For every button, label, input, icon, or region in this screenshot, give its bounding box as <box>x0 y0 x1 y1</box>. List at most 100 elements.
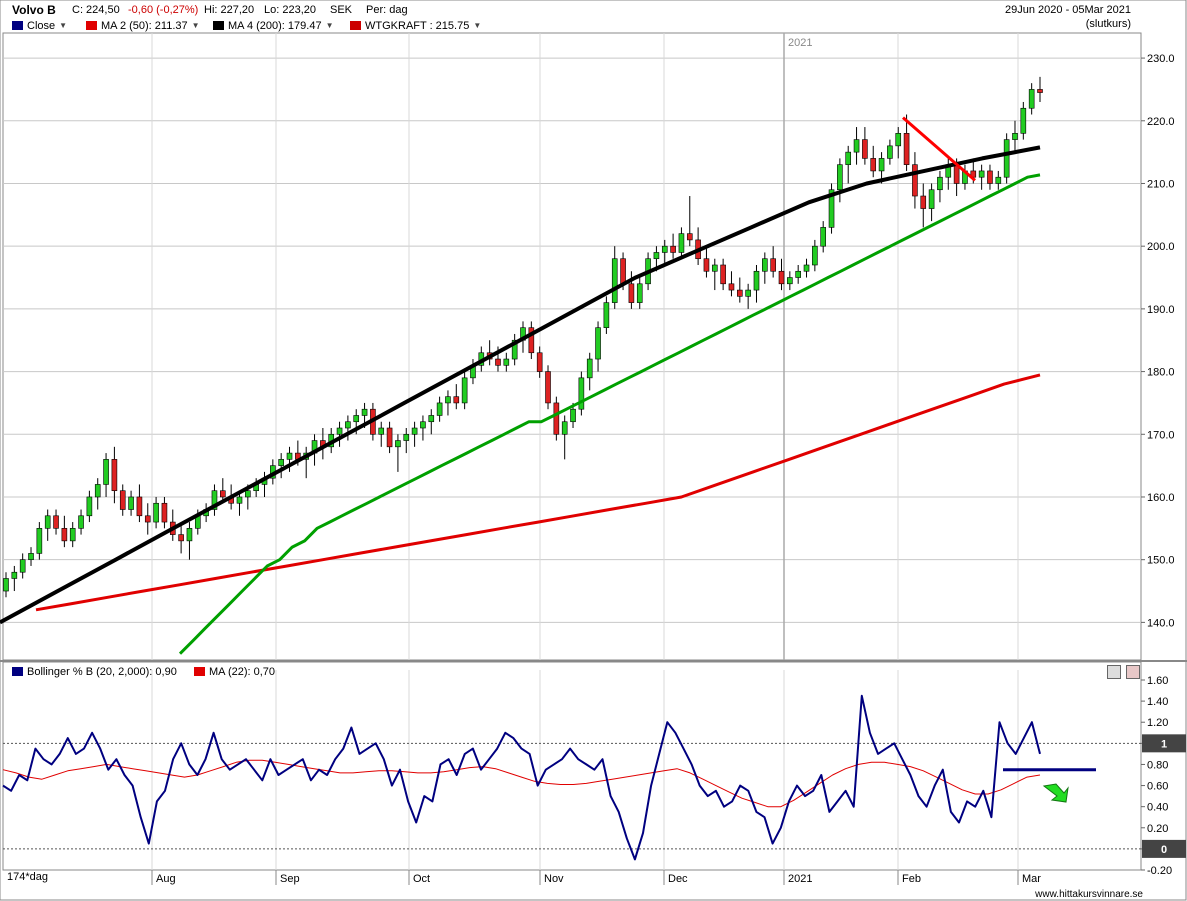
legend-item-wtgkraft[interactable]: WTGKRAFT : 215.75 ▼ <box>350 19 481 32</box>
period-label: Per: dag <box>366 4 408 16</box>
candle-body <box>3 578 9 592</box>
candle-body <box>978 170 985 178</box>
candle-body <box>720 264 726 285</box>
x-tick-label: Aug <box>156 873 176 885</box>
candle-body <box>862 139 868 159</box>
year-marker: 2021 <box>788 37 812 49</box>
close-stat: C: 224,50 <box>72 4 120 16</box>
candle-body <box>812 245 818 266</box>
price-tick-label: 230.0 <box>1147 53 1175 65</box>
candle-body <box>28 553 34 560</box>
candle-body <box>111 459 118 492</box>
reference-level-label: 0 <box>1161 844 1167 856</box>
x-tick-label: Nov <box>544 873 564 885</box>
price-tick-label: 180.0 <box>1147 367 1175 379</box>
candle-body <box>737 289 743 297</box>
candle-body <box>686 233 693 241</box>
candle-body <box>912 164 918 197</box>
x-tick-label: Dec <box>668 873 688 885</box>
candle-body <box>278 459 284 466</box>
price-tick-label: 210.0 <box>1147 178 1175 190</box>
candle-body <box>987 170 993 184</box>
candle-body <box>86 496 93 517</box>
ticker-label: Volvo B <box>12 3 56 17</box>
candle-body <box>403 433 410 441</box>
wtgkraft-line <box>178 173 1041 655</box>
legend-swatch <box>194 667 205 676</box>
indicator-tick-label: 1.40 <box>1147 696 1168 708</box>
candle-body <box>837 164 843 191</box>
candle-body <box>161 502 168 523</box>
legend-item-close[interactable]: Close ▼ <box>12 19 67 32</box>
legend-label: Bollinger % B (20, 2,000): 0,90 <box>27 665 177 678</box>
candle-body <box>1020 107 1027 134</box>
legend-label: MA 2 (50): 211.37 <box>101 19 188 32</box>
chevron-down-icon: ▼ <box>59 21 68 30</box>
zoom-icon[interactable] <box>1107 665 1121 679</box>
interval-label: 174*dag <box>7 871 48 883</box>
candle-body <box>336 427 343 435</box>
candle-body <box>561 421 568 435</box>
watermark: www.hittakursvinnare.se <box>1035 889 1143 900</box>
candle-body <box>395 440 401 448</box>
reference-level-badge <box>1142 734 1186 753</box>
legend-item-ma22[interactable]: MA (22): 0,70 <box>194 665 275 678</box>
indicator-tick-label: -0.20 <box>1147 865 1172 877</box>
candle-body <box>753 270 760 291</box>
price-tick-label: 150.0 <box>1147 555 1175 567</box>
candle-body <box>461 377 468 404</box>
candle-body <box>570 408 576 423</box>
candle-body <box>903 133 910 165</box>
chevron-down-icon: ▼ <box>191 21 200 30</box>
candle-body <box>928 189 935 209</box>
candle-body <box>762 258 768 272</box>
candle-body <box>19 559 26 573</box>
candle-body <box>94 484 101 498</box>
candle-body <box>887 145 893 159</box>
reference-level-label: 1 <box>1161 738 1167 750</box>
candle-body <box>611 258 618 303</box>
candle-body <box>128 496 134 510</box>
candle-body <box>778 270 785 285</box>
candle-body <box>670 245 676 253</box>
reference-level-badge <box>1142 839 1186 858</box>
ma200-line <box>0 145 1041 625</box>
candle-body <box>78 515 84 529</box>
candle-body <box>11 571 18 579</box>
candle-body <box>578 377 585 410</box>
legend-item-bollinger[interactable]: Bollinger % B (20, 2,000): 0,90 <box>12 665 177 678</box>
candle-body <box>220 490 226 498</box>
legend-item-ma50[interactable]: MA 2 (50): 211.37 ▼ <box>86 19 200 32</box>
candle-body <box>711 264 718 272</box>
candle-body <box>620 258 626 285</box>
candle-body <box>536 352 543 372</box>
legend-label: MA 4 (200): 179.47 <box>228 19 322 32</box>
legend-label: MA (22): 0,70 <box>209 665 276 678</box>
x-tick-label: 2021 <box>788 873 812 885</box>
indicator-tick-label: 1.60 <box>1147 675 1168 687</box>
chevron-down-icon: ▼ <box>325 21 334 30</box>
close-icon[interactable] <box>1126 665 1140 679</box>
currency-label: SEK <box>330 4 353 16</box>
legend-item-ma200[interactable]: MA 4 (200): 179.47 ▼ <box>213 19 333 32</box>
indicator-tick-label: 0.80 <box>1147 759 1168 771</box>
candle-body <box>1003 139 1010 178</box>
candle-body <box>153 502 159 523</box>
candle-body <box>428 415 435 423</box>
candle-body <box>411 427 418 435</box>
indicator-tick-label: 0.60 <box>1147 781 1168 793</box>
candle-body <box>503 358 510 366</box>
candle-body <box>436 402 443 416</box>
candle-body <box>920 195 927 209</box>
price-tick-label: 160.0 <box>1147 492 1175 504</box>
price-panel-frame <box>2 32 1142 661</box>
candle-body <box>69 528 76 542</box>
price-tick-label: 170.0 <box>1147 429 1175 441</box>
candle-body <box>870 158 877 172</box>
candle-body <box>36 528 43 554</box>
x-tick-label: Feb <box>902 873 921 885</box>
candle-body <box>795 270 801 278</box>
indicator-tick-label: 1.20 <box>1147 717 1168 729</box>
